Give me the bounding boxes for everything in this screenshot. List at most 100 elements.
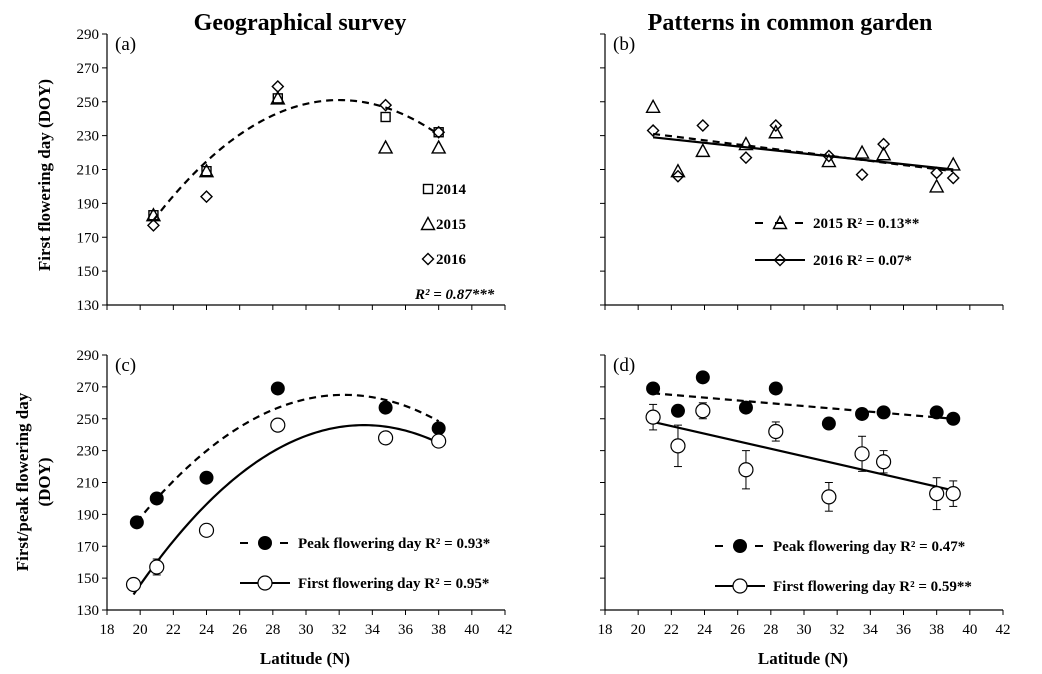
data-point-first-flowering-day — [929, 486, 945, 502]
data-point-first-flowering-day — [738, 462, 754, 478]
legend-marker — [773, 253, 787, 267]
data-point-peak-flowering-day — [738, 400, 753, 415]
legend-marker — [420, 216, 436, 231]
data-point-2015 — [928, 178, 945, 193]
y-tick-label: 230 — [77, 444, 100, 460]
data-point-peak-flowering-day — [855, 406, 870, 421]
data-point-2016 — [769, 118, 783, 132]
data-point-peak-flowering-day — [431, 421, 446, 436]
data-point-2015 — [768, 124, 784, 139]
x-axis-label-right: Latitude (N) — [758, 649, 848, 668]
legend-label: 2015 — [436, 217, 466, 233]
x-tick-label: 20 — [631, 622, 646, 638]
data-point-2016 — [200, 190, 213, 204]
data-point-2015 — [695, 142, 711, 158]
y-tick-label: 250 — [77, 412, 100, 428]
fit-line-solid — [132, 424, 440, 596]
x-tick-label: 32 — [830, 622, 845, 638]
y-tick-label: 250 — [77, 95, 100, 111]
data-point-2016 — [271, 80, 285, 93]
y-tick-label: 230 — [77, 129, 100, 145]
data-point-first-flowering-day — [670, 438, 686, 454]
data-point-peak-flowering-day — [946, 411, 961, 426]
data-point-2016 — [379, 98, 393, 112]
y-tick-label: 270 — [77, 380, 100, 396]
data-point-peak-flowering-day — [821, 416, 836, 431]
y-axis-label-top: First flowering day (DOY) — [35, 79, 54, 271]
panel-label: (d) — [613, 355, 635, 376]
legend-label: 2016 R² = 0.07* — [813, 253, 912, 269]
x-tick-label: 30 — [797, 622, 812, 638]
x-tick-label: 34 — [365, 622, 381, 638]
data-point-2016 — [671, 169, 685, 183]
y-tick-label: 190 — [77, 196, 100, 212]
y-tick-label: 270 — [77, 61, 100, 77]
data-point-2015 — [430, 139, 447, 154]
title-right: Patterns in common garden — [648, 10, 933, 36]
y-tick-label: 210 — [77, 163, 100, 179]
x-tick-label: 24 — [697, 622, 713, 638]
x-tick-label: 26 — [730, 622, 746, 638]
panel-label: (c) — [115, 355, 136, 376]
legend-label: 2016 — [436, 252, 467, 268]
panel-a: 130 150 170 190 210 230 250 270 290 (a) 2014 2015 20… — [77, 27, 506, 314]
data-point-2015 — [738, 136, 754, 151]
data-point-2014 — [272, 93, 284, 104]
data-point-first-flowering-day — [875, 454, 892, 470]
legend-label: First flowering day R² = 0.95* — [298, 576, 489, 592]
x-tick-label: 36 — [896, 622, 912, 638]
data-point-2016 — [930, 166, 944, 180]
data-point-2016 — [696, 118, 710, 132]
data-point-peak-flowering-day — [270, 381, 285, 396]
legend-label: First flowering day R² = 0.59** — [773, 579, 972, 595]
data-point-2016 — [646, 124, 660, 138]
data-point-2015 — [821, 153, 837, 168]
data-point-2015 — [645, 98, 661, 114]
x-tick-label: 22 — [664, 622, 679, 638]
data-point-2016 — [855, 168, 869, 182]
y-tick-label: 130 — [77, 298, 100, 314]
legend-marker — [732, 578, 748, 594]
data-point-peak-flowering-day — [646, 381, 661, 396]
data-point-first-flowering-day — [645, 409, 661, 425]
panel-d: 18 20 22 24 26 28 30 32 34 36 38 40 42 (d) Peak flower… — [598, 354, 1011, 638]
y-tick-label: 170 — [77, 230, 100, 246]
x-tick-label: 28 — [265, 622, 280, 638]
legend-marker — [257, 575, 273, 591]
legend-marker — [772, 215, 788, 230]
data-point-2015 — [270, 90, 286, 105]
y-tick-label: 150 — [77, 571, 100, 587]
y-axis-label-bottom-line2: (DOY) — [35, 457, 54, 506]
data-point-2015 — [875, 146, 892, 161]
x-tick-label: 36 — [398, 622, 414, 638]
data-point-peak-flowering-day — [670, 403, 685, 418]
panel-b: (b) 2015 R² = 0.13** 2016 R² = 0.07* — [600, 33, 1004, 310]
data-point-first-flowering-day — [431, 433, 447, 449]
fit-line-dashed — [136, 393, 440, 523]
x-tick-label: 30 — [299, 622, 314, 638]
x-tick-label: 24 — [199, 622, 215, 638]
y-tick-label: 150 — [77, 264, 100, 280]
data-point-2016 — [739, 151, 753, 165]
data-point-2015 — [377, 139, 394, 154]
fit-line-solid — [652, 136, 954, 171]
y-axis-label-bottom-line1: First/peak flowering day — [13, 392, 32, 571]
data-point-first-flowering-day — [198, 522, 215, 538]
fit-line-dashed — [652, 392, 954, 420]
y-tick-label: 170 — [77, 539, 100, 555]
x-tick-label: 38 — [929, 622, 944, 638]
y-tick-label: 210 — [77, 476, 100, 492]
data-point-2015 — [945, 156, 961, 171]
x-axis-label-left: Latitude (N) — [260, 649, 350, 668]
y-tick-label: 130 — [77, 603, 100, 619]
title-left: Geographical survey — [194, 10, 407, 36]
data-point-first-flowering-day — [149, 559, 165, 575]
legend-label: 2014 — [436, 182, 467, 198]
data-point-peak-flowering-day — [768, 381, 783, 396]
x-tick-label: 28 — [763, 622, 778, 638]
legend-label: 2015 R² = 0.13** — [813, 216, 919, 232]
legend-label: Peak flowering day R² = 0.93* — [298, 536, 490, 552]
data-point-first-flowering-day — [125, 576, 142, 593]
data-point-peak-flowering-day — [199, 470, 214, 485]
